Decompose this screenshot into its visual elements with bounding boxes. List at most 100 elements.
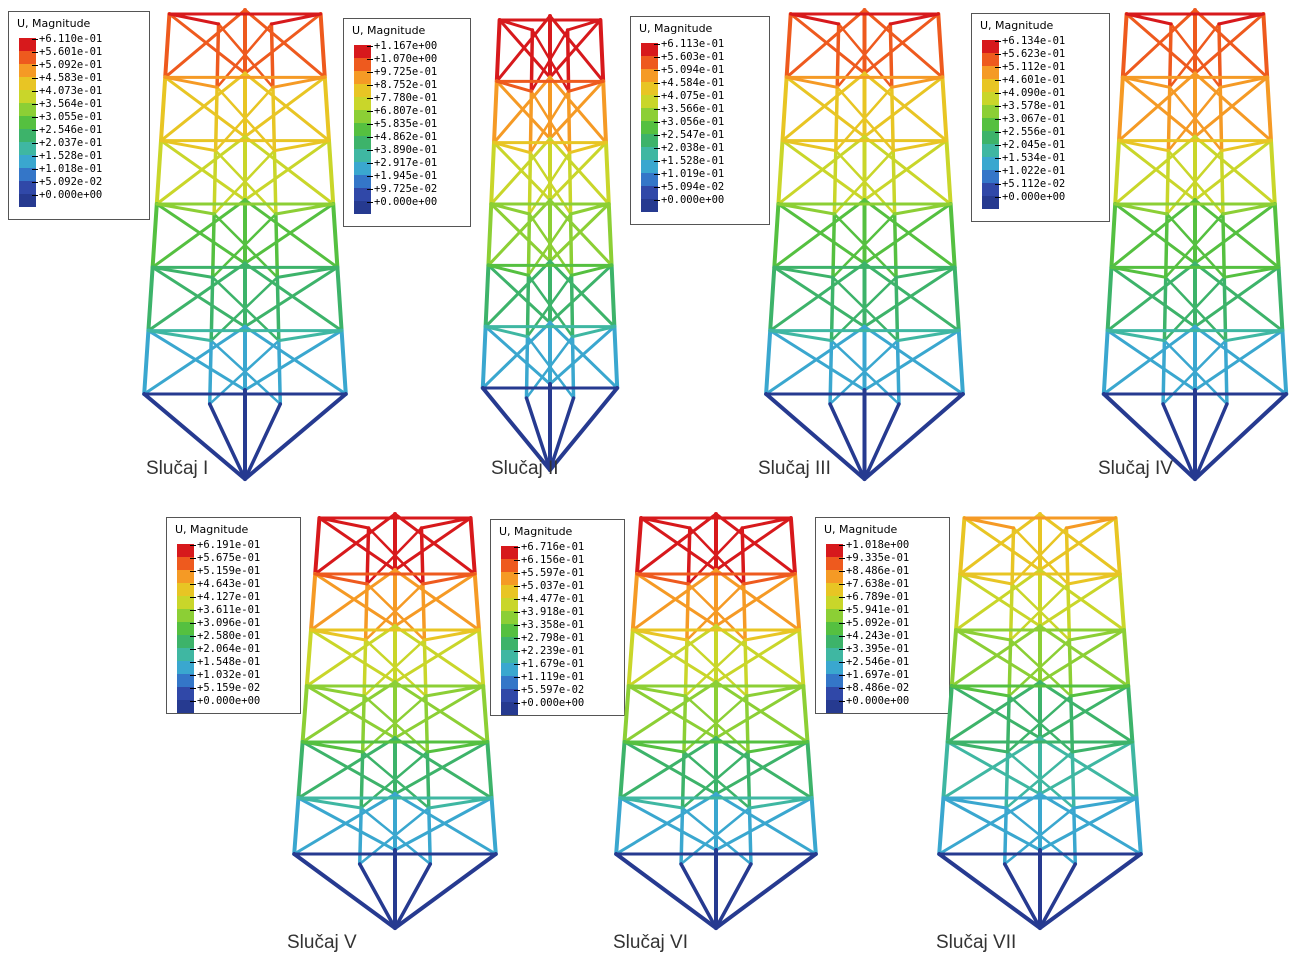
tower-member — [714, 680, 810, 744]
tower-member — [309, 628, 368, 642]
tower-member — [486, 202, 494, 268]
tower-member — [622, 680, 718, 744]
tower-member — [1280, 328, 1289, 396]
tower-model-case-7 — [937, 512, 1143, 930]
tower-member — [764, 325, 866, 396]
legend-value: +7.780e-01 — [367, 93, 464, 106]
legend-values: +1.018e+00 +9.335e-01 +8.486e-01 +7.638e… — [839, 540, 943, 709]
tower-member — [296, 736, 397, 800]
tower-member — [764, 328, 773, 396]
tower-member — [768, 265, 777, 333]
tower-member — [154, 138, 163, 206]
tower-member — [780, 75, 789, 143]
tower-member — [805, 740, 814, 800]
tower-member — [548, 386, 620, 472]
tower-member — [714, 624, 805, 688]
tower-member — [958, 572, 1014, 586]
tower-member — [714, 568, 801, 632]
tower-member — [1193, 8, 1269, 79]
legend-value: +1.022e-01 — [995, 166, 1103, 179]
tower-member — [309, 568, 397, 632]
tower-member — [936, 12, 945, 80]
tower-member — [313, 516, 322, 576]
tower-member — [768, 261, 866, 333]
tower-member — [635, 512, 718, 576]
tower-member — [789, 12, 841, 26]
legend-value: +6.156e-01 — [514, 555, 618, 568]
legend-value: +1.697e-01 — [839, 670, 943, 683]
legend-value: +1.032e-01 — [190, 670, 294, 683]
tower-member — [566, 18, 602, 32]
legend-value: +1.019e-01 — [654, 169, 763, 182]
legend-value: +3.611e-01 — [190, 605, 294, 618]
legend-value: +5.159e-02 — [190, 683, 294, 696]
tower-member — [764, 392, 867, 481]
tower-member — [1126, 684, 1135, 744]
tower-member — [318, 12, 327, 80]
tower-member — [598, 18, 606, 84]
legend-value: +1.018e+00 — [839, 540, 943, 553]
caption-case-4: Slučaj IV — [1098, 458, 1173, 479]
tower-member — [606, 202, 614, 268]
tower-member — [639, 516, 692, 530]
legend-value: +0.000e+00 — [367, 197, 464, 210]
legend-value: +8.752e-01 — [367, 80, 464, 93]
legend-value: +4.127e-01 — [190, 592, 294, 605]
legend-title: U, Magnitude — [980, 19, 1054, 32]
tower-member — [309, 572, 318, 632]
legend-value: +5.623e-01 — [995, 49, 1103, 62]
legend-value: +2.580e-01 — [190, 631, 294, 644]
tower-member — [1117, 71, 1197, 143]
legend-value: +1.070e+00 — [367, 54, 464, 67]
tower-member — [335, 265, 344, 333]
caption-case-5: Slučaj V — [287, 932, 357, 953]
tower-member — [946, 740, 1010, 754]
color-bar — [982, 40, 999, 209]
tower-member — [1193, 71, 1273, 143]
legend-case-5: U, Magnitude +6.191e-01 +5.675e-01 +5.15… — [166, 517, 301, 714]
tower-member — [809, 796, 818, 856]
legend-value: +1.945e-01 — [367, 171, 464, 184]
tower-member — [1276, 265, 1285, 333]
tower-member — [1218, 75, 1269, 89]
legend-value: +0.000e+00 — [32, 190, 143, 203]
legend-value: +2.556e-01 — [995, 127, 1103, 140]
legend-case-7: U, Magnitude +1.018e+00 +9.335e-01 +8.48… — [815, 517, 950, 714]
legend-value: +3.918e-01 — [514, 607, 618, 620]
tower-member — [772, 265, 835, 279]
tower-member — [894, 265, 957, 279]
tower-member — [498, 18, 534, 32]
tower-member — [714, 862, 753, 930]
tower-member — [781, 71, 866, 143]
tower-member — [776, 202, 836, 216]
legend-value: +2.239e-01 — [514, 646, 618, 659]
tower-member — [146, 261, 247, 333]
tower-member — [292, 796, 301, 856]
tower-member — [150, 202, 159, 270]
legend-value: +1.528e-01 — [654, 156, 763, 169]
tower-member — [1109, 198, 1197, 269]
tower-member — [950, 684, 1011, 698]
tower-member — [1261, 12, 1270, 80]
tower-member — [243, 392, 348, 481]
legend-value: +5.941e-01 — [839, 605, 943, 618]
tower-member — [292, 792, 397, 856]
tower-member — [1265, 75, 1273, 143]
legend-value: +3.056e-01 — [654, 117, 763, 130]
tower-member — [1070, 740, 1134, 754]
tower-member — [548, 75, 608, 145]
legend-case-4: U, Magnitude +6.134e-01 +5.623e-01 +5.11… — [971, 13, 1110, 222]
legend-value: +1.167e+00 — [367, 41, 464, 54]
legend-value: +5.094e-02 — [654, 182, 763, 195]
tower-member — [243, 71, 331, 143]
tower-member — [1109, 202, 1118, 270]
tower-member — [937, 796, 946, 856]
tower-member — [958, 516, 967, 576]
tower-member — [630, 572, 639, 632]
tower-member — [1038, 512, 1122, 576]
legend-value: +5.597e-02 — [514, 685, 618, 698]
tower-member — [747, 796, 814, 810]
tower-member — [948, 202, 957, 270]
tower-member — [1222, 265, 1281, 279]
legend-value: +3.395e-01 — [839, 644, 943, 657]
